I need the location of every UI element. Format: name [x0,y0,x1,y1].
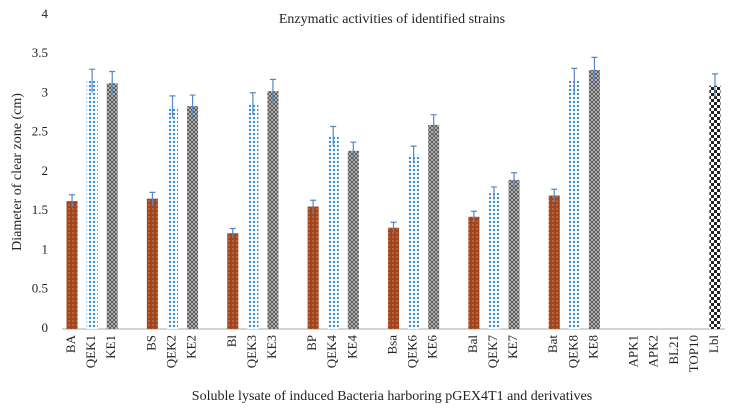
error-bar [470,210,477,223]
bar [247,103,259,329]
x-tick-label: BL21 [666,335,681,365]
x-tick-label: QEK4 [324,335,339,369]
error-bar [189,94,196,118]
bar [187,106,199,329]
bar [327,135,339,329]
x-tick-label: KE4 [344,335,359,359]
x-tick-label: KE2 [184,335,199,359]
error-bar [330,125,337,146]
error-bar [310,199,317,213]
bar [307,206,319,329]
x-tick-label: Bat [545,335,560,353]
y-axis-title: Diameter of clear zone (cm) [10,93,25,251]
error-bar [591,56,598,83]
x-tick-label: Lbl [706,335,721,353]
y-tick-label: 3.5 [32,45,48,60]
error-bar [229,227,236,238]
bar [86,80,98,329]
x-tick-label: Bl [224,335,239,348]
bar [508,179,520,329]
error-bar [390,221,397,234]
x-tick-label: QEK8 [565,335,580,368]
x-tick-label: BP [304,335,319,351]
y-tick-label: 4 [42,6,49,21]
error-bar [169,95,176,118]
x-axis-title: Soluble lysate of induced Bacteria harbo… [192,389,592,404]
y-tick-label: 0.5 [32,281,48,296]
x-tick-label: Bsa [384,335,399,355]
error-bar [249,92,256,115]
bar [227,233,239,329]
error-bar [410,145,417,164]
bar [428,124,440,330]
bar [468,216,480,329]
x-tick-label: BA [63,334,78,353]
error-bar [269,78,276,103]
x-tick-label: APK1 [626,335,641,368]
x-tick-label: QEK3 [244,335,259,368]
x-tick-label: KE1 [103,335,118,359]
error-bar [89,68,96,93]
x-tick-label: APK2 [646,335,661,368]
error-bar [69,194,76,208]
bar [488,193,500,329]
error-bar [551,188,558,202]
x-tick-label: QEK2 [163,335,178,368]
error-bar [711,73,718,98]
y-tick-label: 2.5 [32,124,48,139]
x-tick-label: BS [143,335,158,351]
x-tick-label: QEK6 [405,335,420,369]
x-tick-label: TOP10 [686,335,701,372]
bar [267,91,279,330]
x-tick-label: KE6 [425,335,440,359]
error-bar [350,141,357,160]
bar [387,227,400,329]
bar [66,201,78,329]
y-tick-label: 1 [42,241,49,256]
error-bar [430,114,437,136]
bar [146,198,158,329]
x-tick-label: QEK1 [83,335,98,368]
bar [408,154,420,329]
x-tick-label: Bal [465,335,480,353]
bar [568,80,580,329]
bar [588,69,600,329]
error-bar [149,191,156,205]
bar [709,85,721,330]
chart-title: Enzymatic activities of identified strai… [279,12,505,27]
bar [166,106,179,329]
y-tick-label: 1.5 [32,202,48,217]
bar [106,83,118,329]
y-tick-label: 2 [42,163,49,178]
y-tick-label: 0 [42,320,49,335]
bar [548,195,560,329]
error-bar [511,172,518,187]
bar [347,150,359,329]
error-bar [490,186,497,200]
error-bar [109,70,116,96]
x-tick-label: KE3 [264,335,279,359]
x-tick-label: QEK7 [485,335,500,369]
x-tick-label: KE8 [585,335,600,359]
error-bar [571,67,578,94]
x-tick-label: KE7 [505,335,520,359]
y-tick-label: 3 [42,84,49,99]
